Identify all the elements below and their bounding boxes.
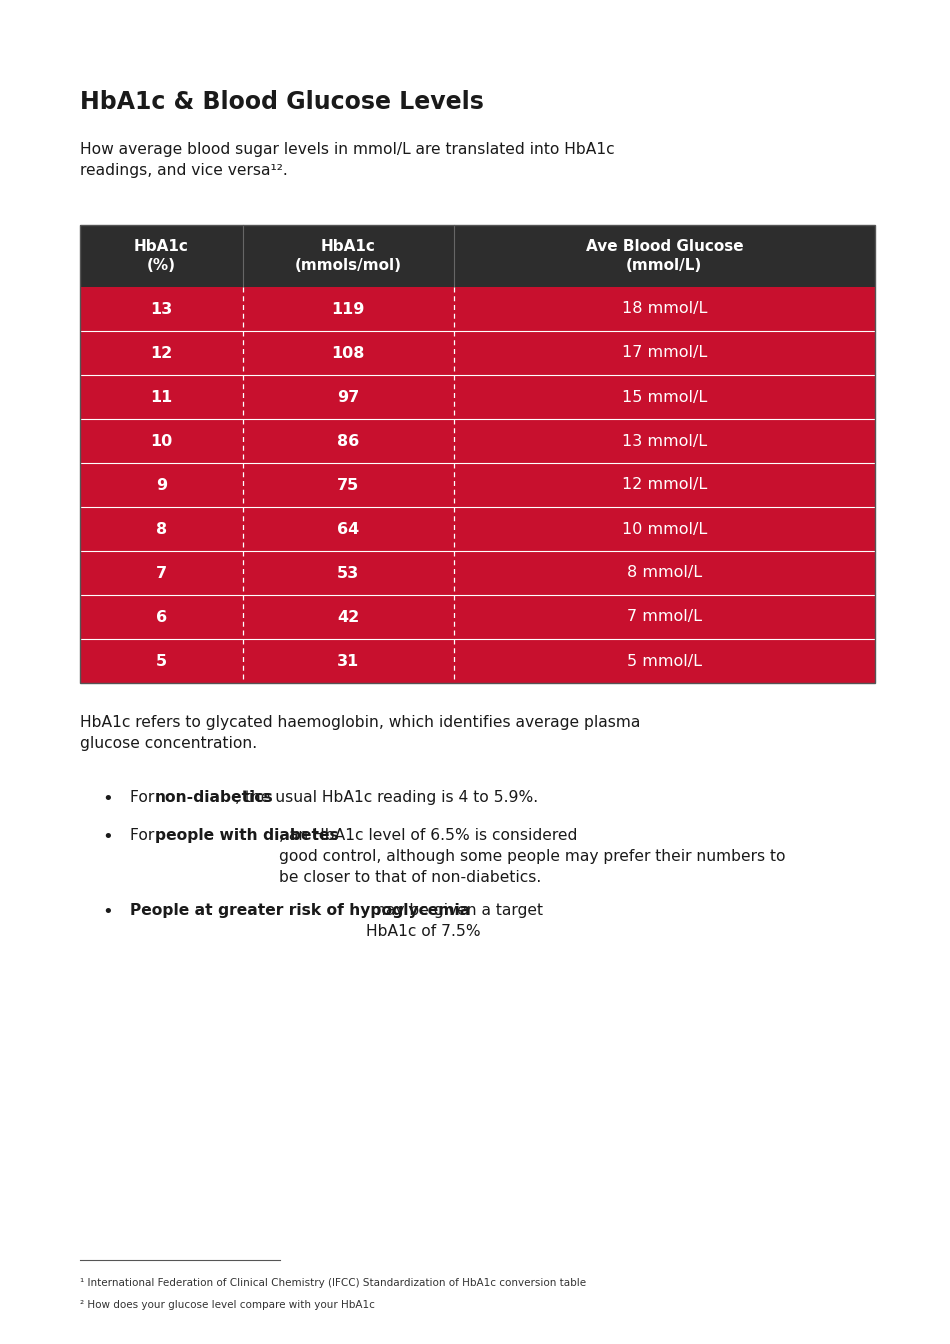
Text: People at greater risk of hypoglycemia: People at greater risk of hypoglycemia	[130, 903, 470, 918]
Bar	[80, 507, 875, 551]
Text: 8 mmol/L: 8 mmol/L	[627, 566, 702, 581]
Text: 18 mmol/L: 18 mmol/L	[621, 301, 707, 316]
Text: For: For	[130, 828, 160, 843]
Text: 17 mmol/L: 17 mmol/L	[621, 345, 707, 360]
Text: 12 mmol/L: 12 mmol/L	[621, 477, 707, 492]
Bar	[80, 375, 875, 419]
Text: •: •	[103, 828, 113, 845]
Text: HbA1c & Blood Glucose Levels: HbA1c & Blood Glucose Levels	[80, 90, 484, 114]
Text: Ave Blood Glucose
(mmol/L): Ave Blood Glucose (mmol/L)	[585, 239, 743, 273]
Text: ² How does your glucose level compare with your HbA1c: ² How does your glucose level compare wi…	[80, 1300, 375, 1310]
Text: ¹ International Federation of Clinical Chemistry (IFCC) Standardization of HbA1c: ¹ International Federation of Clinical C…	[80, 1278, 586, 1288]
Text: 7 mmol/L: 7 mmol/L	[627, 609, 702, 625]
Text: 7: 7	[156, 566, 167, 581]
Text: HbA1c refers to glycated haemoglobin, which identifies average plasma
glucose co: HbA1c refers to glycated haemoglobin, wh…	[80, 715, 640, 751]
Bar	[80, 288, 875, 331]
Bar	[80, 224, 875, 288]
Text: , an HbA1c level of 6.5% is considered
good control, although some people may pr: , an HbA1c level of 6.5% is considered g…	[278, 828, 786, 884]
Text: may be given a target
HbA1c of 7.5%: may be given a target HbA1c of 7.5%	[366, 903, 542, 939]
Bar	[80, 462, 875, 507]
Text: 13 mmol/L: 13 mmol/L	[621, 434, 707, 449]
Text: , the usual HbA1c reading is 4 to 5.9%.: , the usual HbA1c reading is 4 to 5.9%.	[236, 790, 539, 805]
Text: 42: 42	[337, 609, 359, 625]
Text: 10 mmol/L: 10 mmol/L	[621, 521, 707, 536]
Text: 12: 12	[150, 345, 173, 360]
Text: 5: 5	[156, 653, 167, 668]
Text: 15 mmol/L: 15 mmol/L	[621, 390, 707, 405]
Text: 10: 10	[150, 434, 173, 449]
Bar	[80, 224, 875, 683]
Text: 11: 11	[150, 390, 173, 405]
Text: 75: 75	[337, 477, 359, 492]
Text: •: •	[103, 790, 113, 808]
Text: 119: 119	[332, 301, 365, 316]
Text: 8: 8	[156, 521, 167, 536]
Text: 13: 13	[150, 301, 173, 316]
Text: 9: 9	[156, 477, 167, 492]
Bar	[80, 595, 875, 638]
Text: How average blood sugar levels in mmol/L are translated into HbA1c
readings, and: How average blood sugar levels in mmol/L…	[80, 142, 615, 177]
Bar	[80, 331, 875, 375]
Bar	[80, 551, 875, 595]
Bar	[80, 638, 875, 683]
Text: •: •	[103, 903, 113, 921]
Text: non-diabetics: non-diabetics	[155, 790, 274, 805]
Text: For: For	[130, 790, 160, 805]
Text: HbA1c
(%): HbA1c (%)	[134, 239, 189, 273]
Text: 31: 31	[337, 653, 359, 668]
Text: 6: 6	[156, 609, 167, 625]
Text: 86: 86	[337, 434, 359, 449]
Text: 64: 64	[337, 521, 359, 536]
Text: people with diabetes: people with diabetes	[155, 828, 338, 843]
Bar	[80, 419, 875, 462]
Text: 97: 97	[337, 390, 359, 405]
Text: HbA1c
(mmols/mol): HbA1c (mmols/mol)	[294, 239, 402, 273]
Text: 53: 53	[337, 566, 359, 581]
Text: 108: 108	[332, 345, 365, 360]
Text: 5 mmol/L: 5 mmol/L	[627, 653, 702, 668]
